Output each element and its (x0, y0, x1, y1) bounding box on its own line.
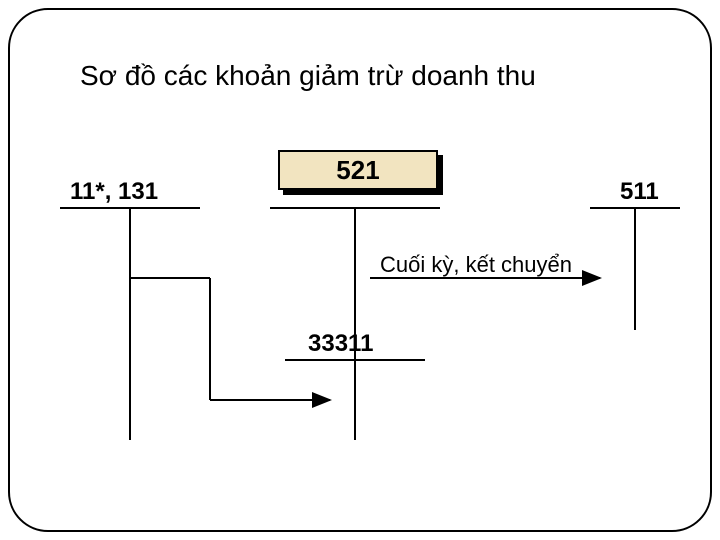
diagram-lines (0, 0, 720, 540)
diagram-canvas: Sơ đồ các khoản giảm trừ doanh thu 11*, … (0, 0, 720, 540)
